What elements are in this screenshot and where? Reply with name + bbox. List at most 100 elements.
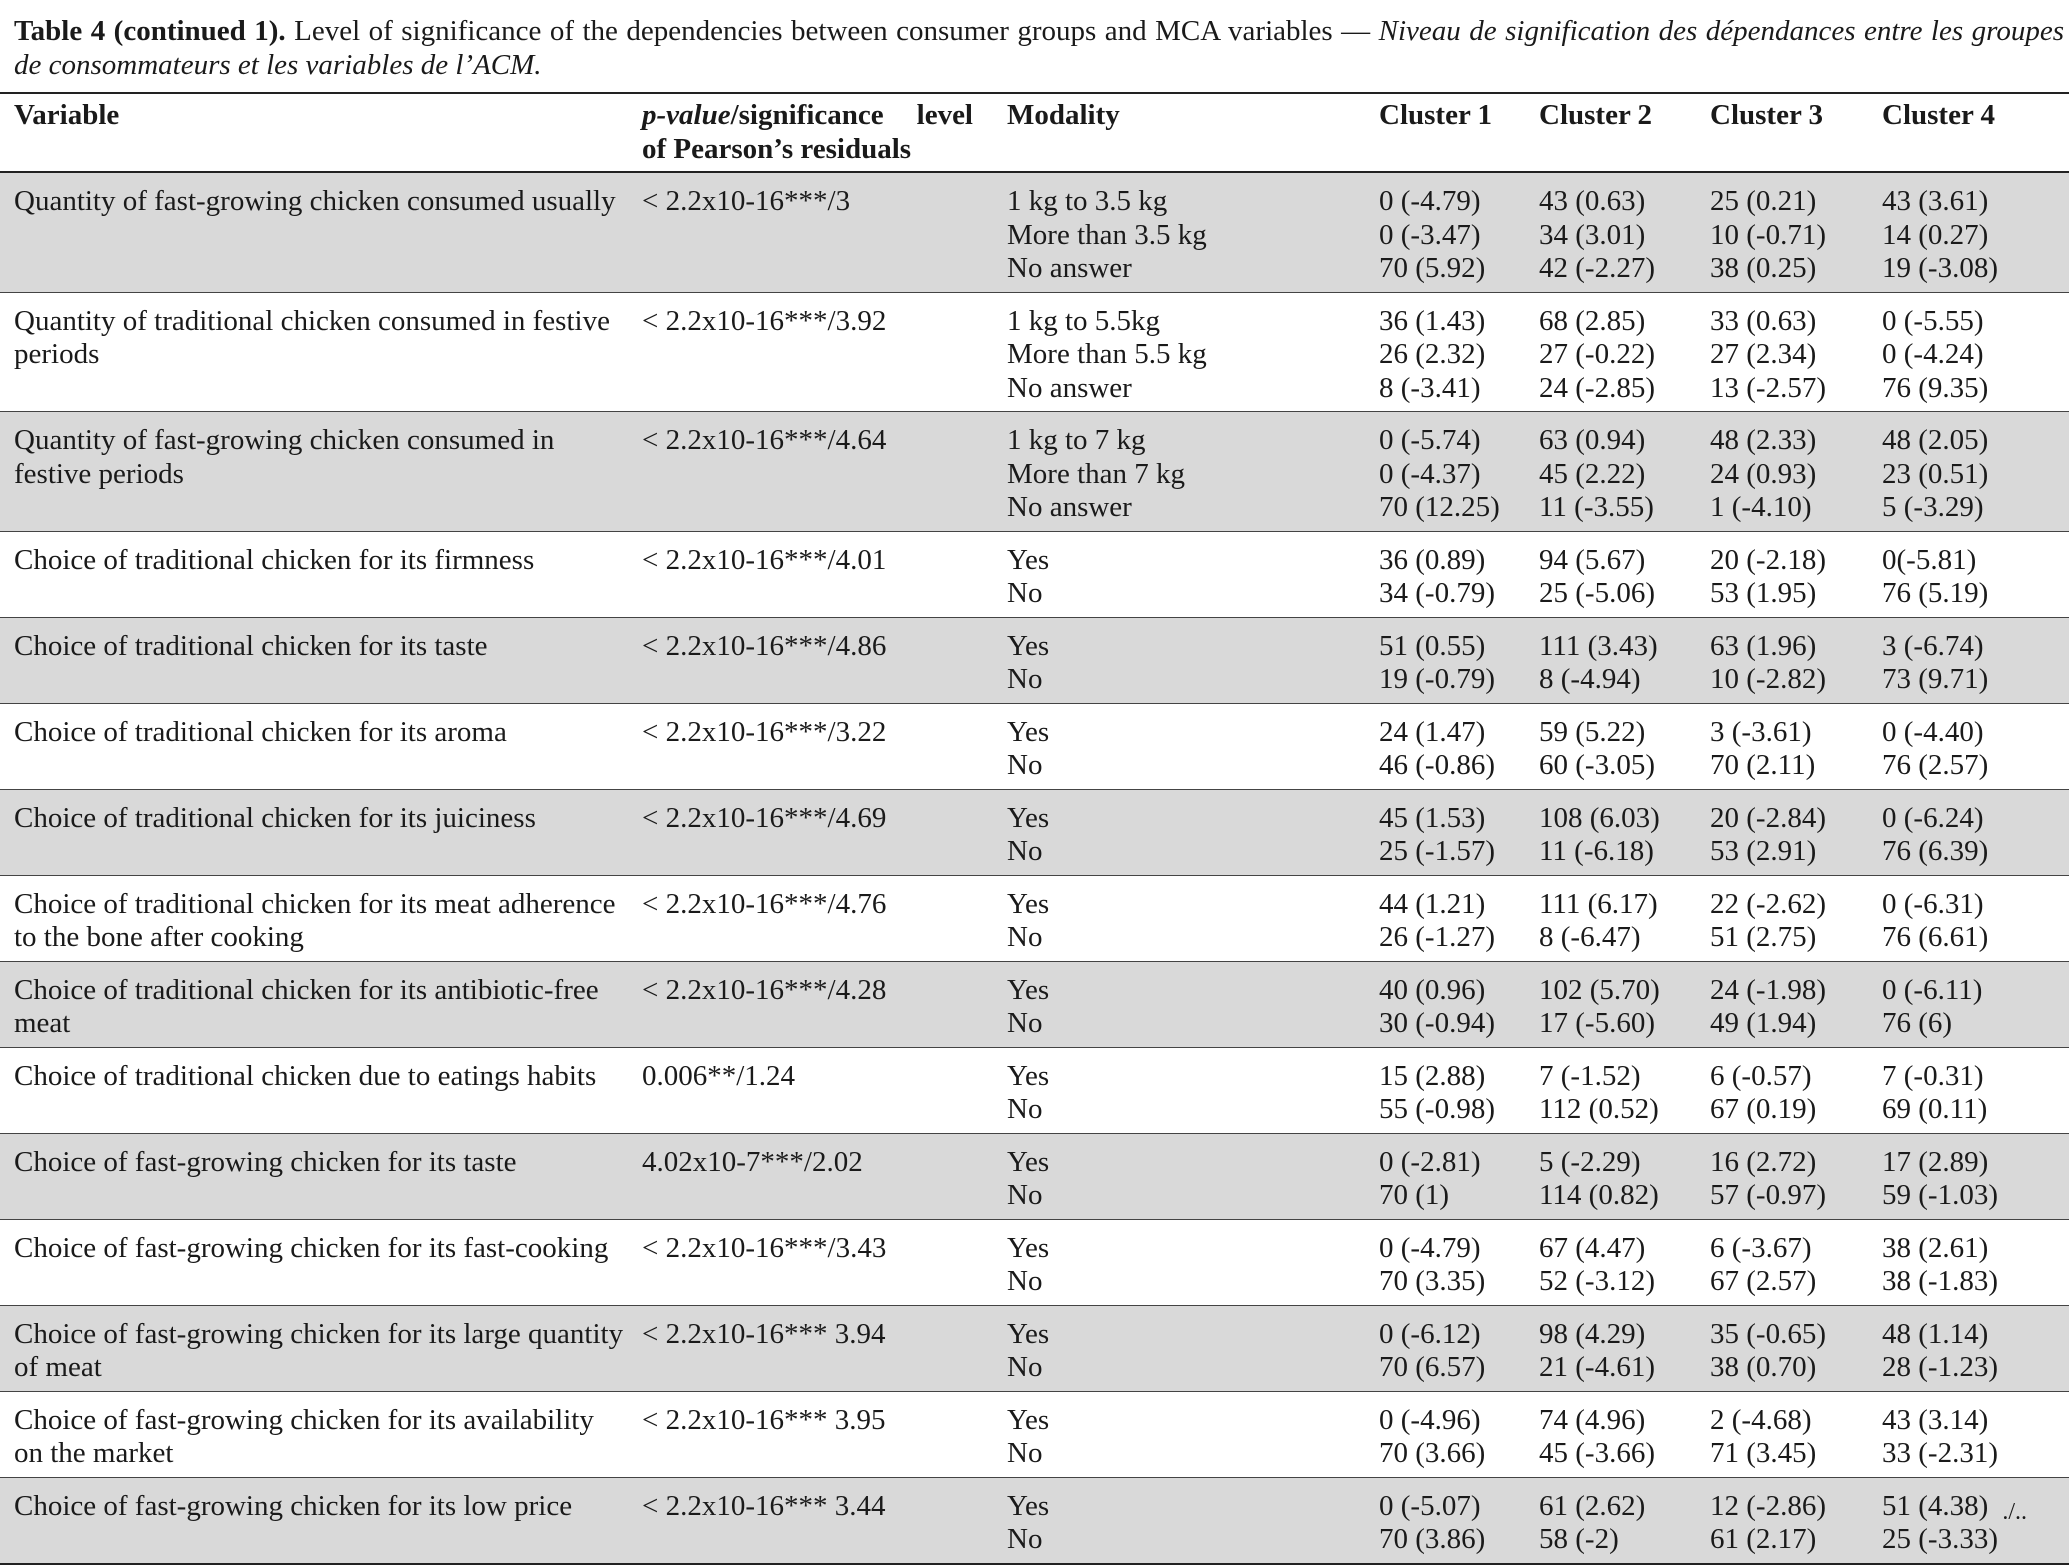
pvalue-cell: < 2.2x10-16***/4.86 <box>642 629 887 662</box>
cluster-1-cell: 0 (-5.74) 0 (-4.37) 70 (12.25) <box>1365 412 1525 532</box>
cluster-2-value: 108 (6.03) <box>1539 801 1660 834</box>
header-variable: Variable <box>14 99 120 131</box>
cluster-1-cell: 15 (2.88) 55 (-0.98) <box>1365 1047 1525 1133</box>
cluster-1-cell: 0 (-4.96) 70 (3.66) <box>1365 1391 1525 1477</box>
header-cluster-2: Cluster 2 <box>1539 99 1653 131</box>
table-row: Choice of fast-growing chicken for its t… <box>0 1133 2069 1219</box>
modality-value: Yes <box>1007 1489 1050 1522</box>
pvalue-cell: < 2.2x10-16***/3.22 <box>642 715 887 748</box>
cluster-1-cell: 36 (1.43) 26 (2.32) 8 (-3.41) <box>1365 292 1525 412</box>
cluster-2-value: 43 (0.63) <box>1539 185 1646 217</box>
cluster-1-cell: 45 (1.53) 25 (-1.57) <box>1365 789 1525 875</box>
header-cluster-4: Cluster 4 <box>1882 99 1996 131</box>
cluster-4-cell: 0 (-4.40) 76 (2.57) <box>1868 703 2069 789</box>
cluster-4-value: 14 (0.27) <box>1882 218 1989 251</box>
cluster-3-value: 6 (-0.57) <box>1710 1059 1812 1092</box>
cluster-1-cell: 24 (1.47) 46 (-0.86) <box>1365 703 1525 789</box>
cluster-4-value: 28 (-1.23) <box>1882 1351 1998 1383</box>
cluster-4-cell: 38 (2.61) 38 (-1.83) <box>1868 1219 2069 1305</box>
table-row: Choice of fast-growing chicken for its a… <box>0 1391 2069 1477</box>
cluster-4-value: 0 (-5.55) <box>1882 304 1984 337</box>
caption-french: Niveau de signification des dépendances … <box>14 15 2064 81</box>
cluster-2-cell: 7 (-1.52) 112 (0.52) <box>1525 1047 1696 1133</box>
modality-cell: Yes No <box>993 1219 1365 1305</box>
cluster-3-cell: 2 (-4.68) 71 (3.45) <box>1696 1391 1868 1477</box>
cluster-3-value: 63 (1.96) <box>1710 629 1817 662</box>
header-cluster-3: Cluster 3 <box>1710 99 1824 131</box>
header-row: Variable p-value/significance level of P… <box>0 93 2069 172</box>
cluster-3-value: 10 (-0.71) <box>1710 218 1826 251</box>
cluster-1-value: 0 (-4.79) <box>1379 1231 1481 1264</box>
cluster-2-value: 25 (-5.06) <box>1539 577 1655 609</box>
cluster-3-value: 33 (0.63) <box>1710 304 1817 337</box>
cluster-3-cell: 33 (0.63) 27 (2.34) 13 (-2.57) <box>1696 292 1868 412</box>
variable-cell: Choice of traditional chicken due to eat… <box>14 1059 597 1092</box>
cluster-4-value: 69 (0.11) <box>1882 1093 1988 1125</box>
modality-value: No <box>1007 1265 1043 1297</box>
variable-cell: Choice of fast-growing chicken for its a… <box>14 1403 594 1470</box>
cluster-1-value: 70 (6.57) <box>1379 1351 1486 1383</box>
cluster-4-cell: 43 (3.61) 14 (0.27) 19 (-3.08) <box>1868 172 2069 292</box>
variable-cell: Quantity of traditional chicken consumed… <box>14 304 610 371</box>
cluster-4-value: 76 (6.39) <box>1882 835 1989 867</box>
modality-cell: Yes No <box>993 617 1365 703</box>
cluster-4-value: 38 (-1.83) <box>1882 1265 1998 1297</box>
cluster-3-value: 48 (2.33) <box>1710 424 1817 456</box>
cluster-1-value: 24 (1.47) <box>1379 715 1486 748</box>
variable-cell: Choice of traditional chicken for its fi… <box>14 543 535 576</box>
cluster-3-value: 10 (-2.82) <box>1710 663 1826 695</box>
variable-cell: Choice of traditional chicken for its ta… <box>14 629 488 662</box>
cluster-2-cell: 111 (3.43) 8 (-4.94) <box>1525 617 1696 703</box>
modality-value: Yes <box>1007 715 1050 748</box>
cluster-3-cell: 63 (1.96) 10 (-2.82) <box>1696 617 1868 703</box>
table-row: Choice of traditional chicken for its ta… <box>0 617 2069 703</box>
cluster-1-value: 36 (1.43) <box>1379 304 1486 337</box>
cluster-2-value: 8 (-4.94) <box>1539 663 1641 695</box>
cluster-1-value: 0 (-5.07) <box>1379 1489 1481 1522</box>
header-pvalue: p-value/significance level of Pearson’s … <box>628 93 993 172</box>
cluster-3-value: 67 (2.57) <box>1710 1265 1817 1297</box>
cluster-4-cell: 48 (2.05) 23 (0.51) 5 (-3.29) <box>1868 412 2069 532</box>
modality-cell: 1 kg to 7 kg More than 7 kg No answer <box>993 412 1365 532</box>
table-row: Choice of traditional chicken for its me… <box>0 875 2069 961</box>
cluster-4-cell: 48 (1.14) 28 (-1.23) <box>1868 1305 2069 1391</box>
cluster-3-value: 70 (2.11) <box>1710 749 1816 781</box>
cluster-4-value: 5 (-3.29) <box>1882 491 1984 523</box>
cluster-2-value: 111 (3.43) <box>1539 629 1658 662</box>
cluster-3-value: 16 (2.72) <box>1710 1145 1817 1178</box>
modality-value: 1 kg to 3.5 kg <box>1007 185 1168 217</box>
modality-cell: Yes No <box>993 1391 1365 1477</box>
cluster-1-value: 0 (-4.96) <box>1379 1403 1481 1436</box>
cluster-4-cell: 0 (-6.31) 76 (6.61) <box>1868 875 2069 961</box>
variable-cell: Choice of traditional chicken for its ju… <box>14 801 536 834</box>
cluster-2-value: 5 (-2.29) <box>1539 1145 1641 1178</box>
cluster-1-value: 0 (-6.12) <box>1379 1317 1481 1350</box>
modality-value: No answer <box>1007 371 1132 404</box>
modality-value: No <box>1007 1179 1043 1211</box>
cluster-4-value: 48 (2.05) <box>1882 424 1989 456</box>
modality-value: No <box>1007 1007 1043 1039</box>
modality-value: No <box>1007 749 1043 781</box>
cluster-2-cell: 74 (4.96) 45 (-3.66) <box>1525 1391 1696 1477</box>
cluster-4-cell: 43 (3.14) 33 (-2.31) <box>1868 1391 2069 1477</box>
cluster-1-cell: 40 (0.96) 30 (-0.94) <box>1365 961 1525 1047</box>
variable-cell: Choice of traditional chicken for its an… <box>14 973 599 1040</box>
cluster-3-cell: 35 (-0.65) 38 (0.70) <box>1696 1305 1868 1391</box>
table-row: Choice of traditional chicken for its an… <box>0 961 2069 1047</box>
cluster-2-cell: 5 (-2.29) 114 (0.82) <box>1525 1133 1696 1219</box>
cluster-1-value: 30 (-0.94) <box>1379 1007 1495 1039</box>
cluster-3-value: 25 (0.21) <box>1710 185 1817 217</box>
cluster-3-cell: 3 (-3.61) 70 (2.11) <box>1696 703 1868 789</box>
table-row: Choice of traditional chicken for its fi… <box>0 531 2069 617</box>
pvalue-cell: < 2.2x10-16*** 3.94 <box>642 1317 886 1350</box>
modality-cell: Yes No <box>993 875 1365 961</box>
cluster-4-value: 0 (-6.24) <box>1882 801 1984 834</box>
cluster-2-cell: 67 (4.47) 52 (-3.12) <box>1525 1219 1696 1305</box>
cluster-4-cell: 3 (-6.74) 73 (9.71) <box>1868 617 2069 703</box>
modality-value: No <box>1007 663 1043 695</box>
modality-value: No <box>1007 835 1043 867</box>
cluster-2-cell: 43 (0.63) 34 (3.01) 42 (-2.27) <box>1525 172 1696 292</box>
modality-value: 1 kg to 5.5kg <box>1007 304 1161 337</box>
cluster-4-value: 76 (5.19) <box>1882 577 1989 609</box>
variable-cell: Quantity of fast-growing chicken consume… <box>14 424 555 490</box>
